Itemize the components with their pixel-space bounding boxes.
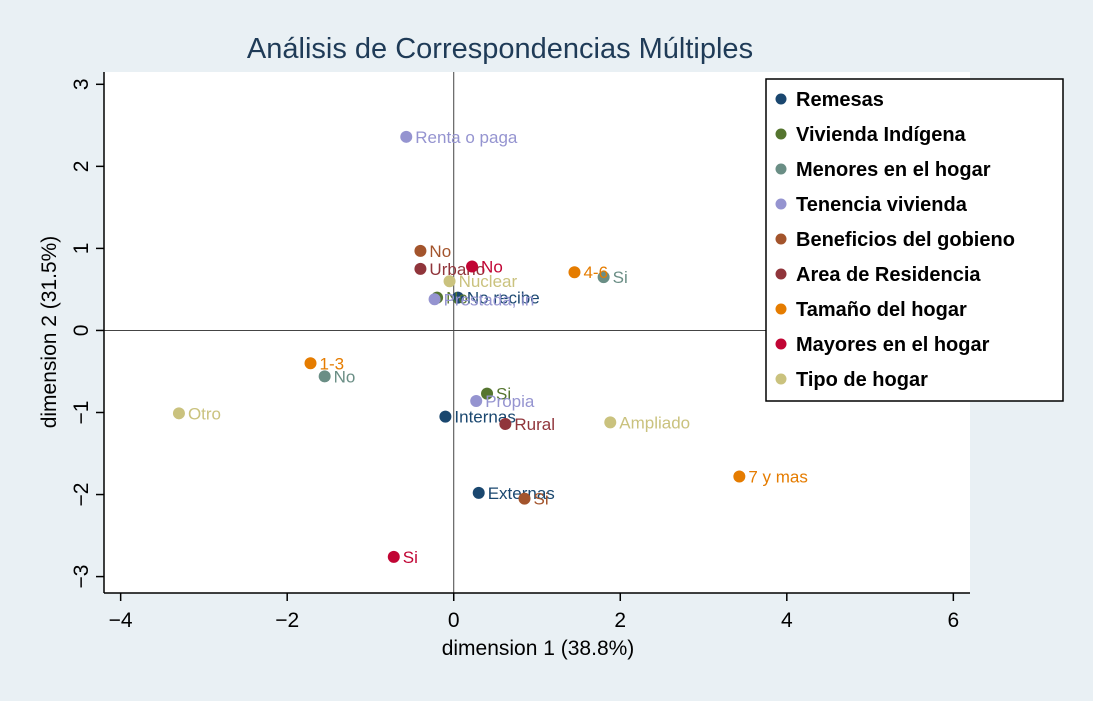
- x-axis-label: dimension 1 (38.8%): [442, 637, 635, 660]
- legend-marker: [775, 268, 787, 280]
- data-point: [466, 260, 479, 273]
- y-tick-label: −3: [70, 565, 93, 589]
- legend-marker: [775, 233, 787, 245]
- x-tick-label: −2: [275, 609, 299, 632]
- legend-marker: [775, 338, 787, 350]
- point-label: Rural: [514, 415, 555, 434]
- point-label: No: [334, 367, 356, 386]
- y-tick-label: 2: [70, 161, 93, 173]
- point-label: 1-3: [320, 354, 345, 373]
- point-label: No: [446, 289, 468, 308]
- point-label: No: [429, 242, 451, 261]
- legend-marker: [775, 163, 787, 175]
- data-point: [304, 357, 317, 370]
- point-label: Si: [403, 548, 418, 567]
- point-label: 4-6: [583, 263, 608, 282]
- legend-entry: Mayores en el hogar: [796, 334, 990, 356]
- x-tick-label: −4: [109, 609, 133, 632]
- data-point: [387, 550, 400, 563]
- y-tick-label: 3: [70, 78, 93, 90]
- data-point: [439, 410, 452, 423]
- point-label: Ampliado: [619, 413, 690, 432]
- data-point: [414, 262, 427, 275]
- point-label: No recibe: [467, 289, 540, 308]
- x-tick-label: 2: [614, 609, 626, 632]
- data-point: [597, 271, 610, 284]
- data-point: [499, 417, 512, 430]
- y-tick-label: 0: [70, 325, 93, 337]
- data-point: [451, 291, 464, 304]
- x-tick-label: 4: [781, 609, 793, 632]
- legend-entry: Remesas: [796, 89, 884, 111]
- y-axis-label: dimension 2 (31.5%): [38, 236, 61, 429]
- y-tick-label: −1: [70, 401, 93, 425]
- y-axis-ticks: −3 −2 −1 0 1 2 3: [70, 78, 104, 589]
- point-label: Si: [534, 490, 549, 509]
- x-axis-ticks: −4 −2 0 2 4 6: [109, 593, 960, 632]
- data-point: [604, 416, 617, 429]
- point-label: Prestada, in: [444, 290, 535, 309]
- legend-entry: Area de Residencia: [796, 264, 981, 286]
- chart-title: Análisis de Correspondencias Múltiples: [247, 33, 753, 65]
- point-label: 7 y mas: [748, 467, 808, 486]
- x-tick-label: 0: [448, 609, 460, 632]
- data-point: [172, 407, 185, 420]
- x-tick-label: 6: [948, 609, 960, 632]
- legend-marker: [775, 198, 787, 210]
- legend-entry: Beneficios del gobieno: [796, 229, 1015, 251]
- data-point: [733, 470, 746, 483]
- legend-entry: Tamaño del hogar: [796, 299, 967, 321]
- data-point: [414, 244, 427, 257]
- legend-marker: [775, 373, 787, 385]
- legend-entry: Tenencia vivienda: [796, 194, 968, 216]
- data-point: [400, 130, 413, 143]
- point-label: Si: [496, 385, 511, 404]
- point-label: Otro: [188, 404, 221, 423]
- data-point: [568, 266, 581, 279]
- data-point: [428, 293, 441, 306]
- legend: Remesas Vivienda Indígena Menores en el ho…: [765, 78, 1064, 402]
- point-label: Propia: [485, 392, 535, 411]
- legend-entry: Menores en el hogar: [796, 159, 991, 181]
- point-label: No: [481, 257, 503, 276]
- point-label: Nuclear: [459, 272, 518, 291]
- legend-entry: Vivienda Indígena: [796, 124, 967, 146]
- y-tick-label: 1: [70, 243, 93, 255]
- legend-marker: [775, 93, 787, 105]
- point-label: Renta o paga: [415, 128, 518, 147]
- data-point: [470, 395, 483, 408]
- data-point: [518, 492, 531, 505]
- point-label: Externas: [488, 484, 555, 503]
- data-point: [318, 370, 331, 383]
- legend-entry: Tipo de hogar: [796, 369, 928, 391]
- legend-marker: [775, 303, 787, 315]
- data-point: [443, 275, 456, 288]
- legend-box: [765, 78, 1064, 402]
- y-tick-label: −2: [70, 483, 93, 507]
- data-point: [481, 387, 494, 400]
- legend-marker: [775, 128, 787, 140]
- point-label: Si: [613, 268, 628, 287]
- data-point: [472, 486, 485, 499]
- axes: [103, 72, 970, 594]
